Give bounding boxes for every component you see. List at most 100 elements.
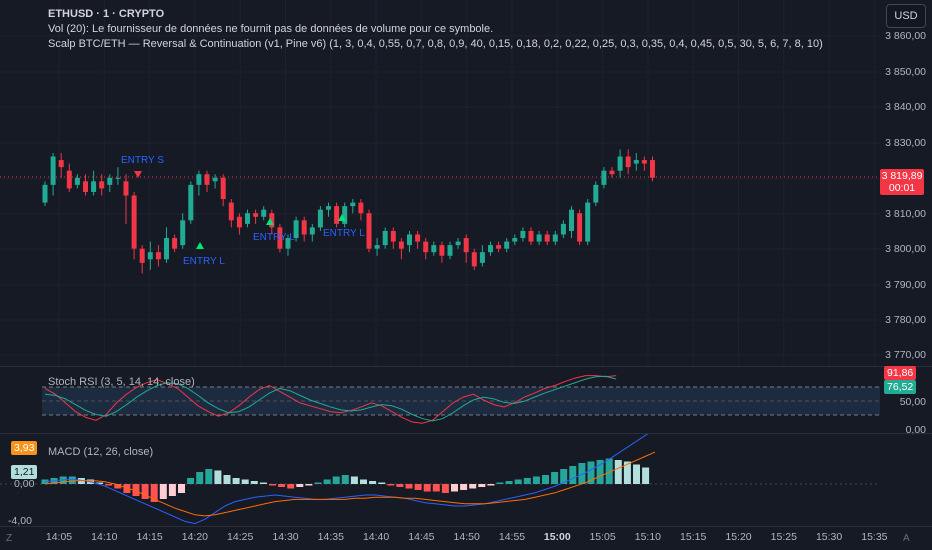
time-axis[interactable]: 14:05 14:10 14:15 14:20 14:25 14:30 14:35 14:40… [0, 527, 932, 550]
stoch-rsi-chart[interactable] [0, 367, 880, 433]
candle-body [301, 220, 307, 235]
candle-body [625, 156, 631, 168]
histogram-bar [633, 464, 640, 484]
stoch-line [44, 375, 617, 424]
histogram-bar [523, 478, 531, 484]
histogram-bar [469, 484, 477, 489]
candle-body [236, 216, 242, 228]
histogram-bar [259, 482, 267, 484]
time-tick: 14:45 [408, 531, 435, 543]
candle-body [617, 156, 623, 171]
histogram-bar [278, 484, 286, 487]
candle-body [650, 160, 655, 178]
candle-body [471, 252, 477, 267]
time-tick: 15:05 [589, 531, 616, 543]
entry-long-marker [338, 214, 346, 221]
candle-body [407, 234, 412, 246]
countdown-value: 00:01 [888, 182, 916, 194]
entry-short-label: ENTRY S [121, 155, 164, 166]
macd-legend[interactable]: MACD (12, 26, close) [48, 446, 154, 458]
macd-chart[interactable] [0, 434, 880, 526]
candle-body [196, 174, 202, 185]
histogram-bar [114, 484, 122, 489]
candle-body [431, 245, 437, 253]
histogram-bar [514, 479, 522, 484]
histogram-bar [451, 484, 458, 492]
histogram-bar [478, 484, 486, 487]
candle-body [504, 241, 510, 249]
candle-body [269, 213, 275, 228]
candle-body [58, 160, 64, 168]
time-tick: 14:25 [227, 531, 254, 543]
time-tick: 14:35 [317, 531, 344, 543]
histogram-bar [132, 484, 140, 496]
stoch-d-tag: 76,52 [884, 380, 917, 394]
histogram-bar [569, 466, 577, 484]
histogram-bar [269, 484, 276, 486]
histogram-bar [141, 484, 149, 499]
histogram-bar [159, 484, 167, 499]
time-tick: 15:35 [861, 531, 888, 543]
candle-body [155, 252, 161, 260]
candle-body [398, 241, 404, 249]
histogram-bar [150, 484, 158, 502]
histogram-bar [123, 484, 131, 493]
candle-body [609, 170, 615, 175]
candle-body [350, 202, 356, 207]
histogram-bar [332, 476, 340, 484]
histogram-bar [250, 481, 258, 484]
candlestick-chart[interactable] [0, 0, 880, 366]
histogram-bar [196, 472, 204, 484]
candle-body [496, 245, 502, 249]
candle-body [180, 220, 186, 246]
volume-indicator-legend[interactable]: Vol (20): Le fournisseur de données ne f… [48, 23, 494, 35]
candle-body [66, 170, 72, 189]
histogram-bar [360, 479, 367, 484]
stoch-tick: 50,00 [899, 396, 926, 408]
candle-body [358, 202, 364, 214]
stoch-k-tag: 91,86 [884, 366, 917, 380]
histogram-bar [205, 469, 213, 484]
candle-body [326, 206, 331, 210]
histogram-bar [314, 482, 322, 484]
price-tick: 3 860,00 [885, 30, 926, 42]
time-tick: 15:00 [543, 531, 571, 543]
candle-body [439, 245, 445, 256]
candle-body [342, 206, 348, 224]
auto-scale-button[interactable]: A [903, 533, 910, 544]
candle-body [544, 234, 550, 242]
price-tick: 3 850,00 [885, 66, 926, 78]
candle-body [463, 238, 469, 253]
histogram-bar [178, 484, 185, 493]
time-tick: 15:25 [770, 531, 797, 543]
histogram-bar [596, 460, 604, 484]
candle-body [91, 181, 97, 192]
histogram-bar [168, 484, 176, 496]
entry-long-label: ENTRY L [253, 232, 295, 243]
histogram-bar [223, 475, 231, 484]
histogram-bar [241, 479, 249, 484]
entry-long-label: ENTRY L [323, 228, 365, 239]
currency-button[interactable]: USD [886, 4, 926, 28]
histogram-bar [605, 458, 613, 484]
zoom-corner-button[interactable]: Z [6, 533, 13, 544]
price-panel[interactable] [0, 0, 880, 366]
entry-long-label: ENTRY L [183, 256, 225, 267]
candle-body [569, 209, 574, 231]
histogram-bar [496, 482, 504, 484]
histogram-bar [505, 481, 513, 484]
stoch-rsi-legend[interactable]: Stoch RSI (3, 5, 14, 14, close) [48, 376, 195, 388]
macd-tick: 0,00 [14, 478, 35, 490]
histogram-bar [532, 476, 540, 484]
price-tick: 3 830,00 [885, 137, 926, 149]
last-price-tag: 3 819,89 00:01 [880, 169, 924, 195]
candle-body [520, 230, 526, 239]
histogram-bar [387, 484, 395, 486]
candle-body [423, 241, 429, 253]
strategy-legend[interactable]: Scalp BTC/ETH — Reversal & Continuation … [48, 38, 823, 50]
time-tick: 15:30 [815, 531, 843, 543]
time-tick: 14:55 [498, 531, 526, 543]
histogram-bar [232, 478, 240, 484]
histogram-bar [441, 484, 449, 493]
candle-body [123, 181, 129, 196]
